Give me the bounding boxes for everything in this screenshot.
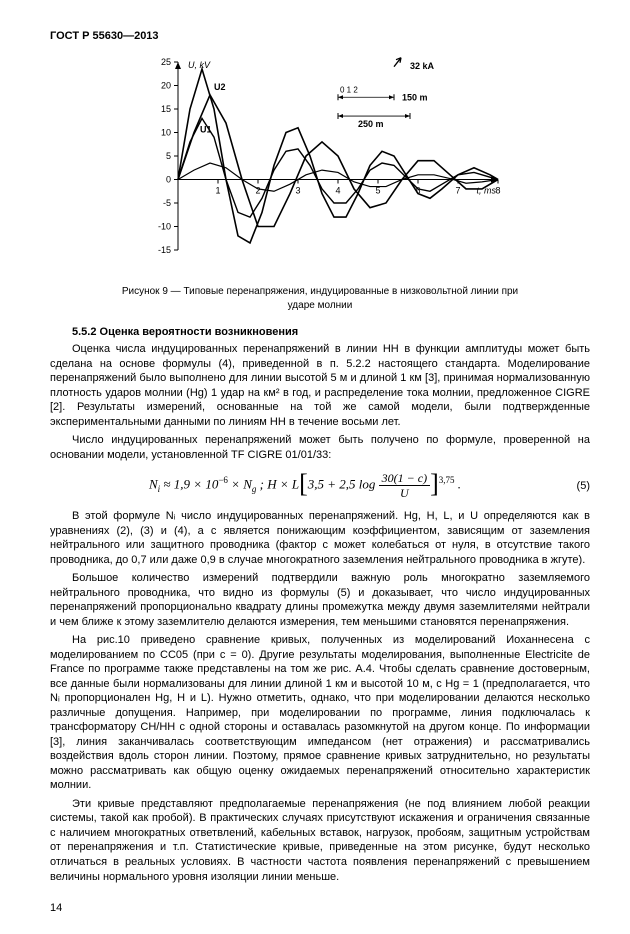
figure-9: -15-10-5051015202512345678U, kVt, msU2U1…	[50, 52, 590, 277]
formula-Ng: × N	[228, 477, 252, 492]
svg-text:10: 10	[161, 128, 171, 138]
figure-caption: Рисунок 9 — Типовые перенапряжения, инду…	[110, 285, 530, 312]
formula-inner: 3,5 + 2,5 log	[308, 477, 376, 492]
svg-text:U, kV: U, kV	[188, 60, 211, 70]
formula-fraction: 30(1 − c)U	[379, 472, 430, 499]
formula-dot: .	[455, 477, 462, 492]
svg-text:250 m: 250 m	[358, 119, 384, 129]
svg-text:150 m: 150 m	[402, 92, 428, 102]
formula-exp6: −6	[218, 475, 228, 485]
para-6: Эти кривые представляют предполагаемые п…	[50, 797, 590, 884]
svg-text:U1: U1	[200, 125, 212, 135]
section-heading: 5.5.2 Оценка вероятности возникновения	[50, 326, 590, 338]
svg-text:U2: U2	[214, 82, 226, 92]
svg-text:15: 15	[161, 104, 171, 114]
svg-text:32 kA: 32 kA	[410, 61, 435, 71]
para-1: Оценка числа индуцированных перенапряжен…	[50, 342, 590, 429]
svg-text:4: 4	[335, 186, 340, 196]
formula-outer-exp: 3,75	[439, 475, 455, 485]
svg-text:2: 2	[255, 186, 260, 196]
svg-text:20: 20	[161, 81, 171, 91]
svg-text:0 1 2: 0 1 2	[340, 85, 358, 94]
svg-text:1: 1	[215, 186, 220, 196]
formula-den: U	[379, 486, 430, 499]
doc-header: ГОСТ Р 55630—2013	[50, 30, 590, 42]
formula-N: N	[149, 477, 158, 492]
formula-number: (5)	[560, 480, 590, 492]
chart-svg: -15-10-5051015202512345678U, kVt, msU2U1…	[130, 52, 510, 272]
svg-text:3: 3	[295, 186, 300, 196]
svg-text:8: 8	[495, 186, 500, 196]
svg-text:-5: -5	[163, 198, 171, 208]
formula-bracket-open: [	[299, 475, 308, 493]
formula-bracket-close: ]	[430, 475, 439, 493]
svg-text:-15: -15	[158, 245, 171, 255]
svg-text:7: 7	[455, 186, 460, 196]
formula-sep: ; H × L	[256, 477, 299, 492]
svg-text:-10: -10	[158, 222, 171, 232]
formula-approx: ≈ 1,9 × 10	[160, 477, 218, 492]
page-number: 14	[50, 902, 590, 914]
svg-text:25: 25	[161, 57, 171, 67]
para-2: Число индуцированных перенапряжений може…	[50, 433, 590, 462]
formula-5: Ni ≈ 1,9 × 10−6 × Ng ; H × L[3,5 + 2,5 l…	[50, 472, 590, 499]
formula-num: 30(1 − c)	[379, 472, 430, 486]
formula-expression: Ni ≈ 1,9 × 10−6 × Ng ; H × L[3,5 + 2,5 l…	[50, 472, 560, 499]
para-3: В этой формуле Nᵢ число индуцированных п…	[50, 509, 590, 567]
para-4: Большое количество измерений подтвердили…	[50, 571, 590, 629]
para-5: На рис.10 приведено сравнение кривых, по…	[50, 633, 590, 793]
svg-text:5: 5	[166, 151, 171, 161]
svg-text:0: 0	[166, 175, 171, 185]
page: ГОСТ Р 55630—2013 -15 -10 -5 0 5 10 15 20 25 1 2 3 4…	[0, 0, 630, 934]
